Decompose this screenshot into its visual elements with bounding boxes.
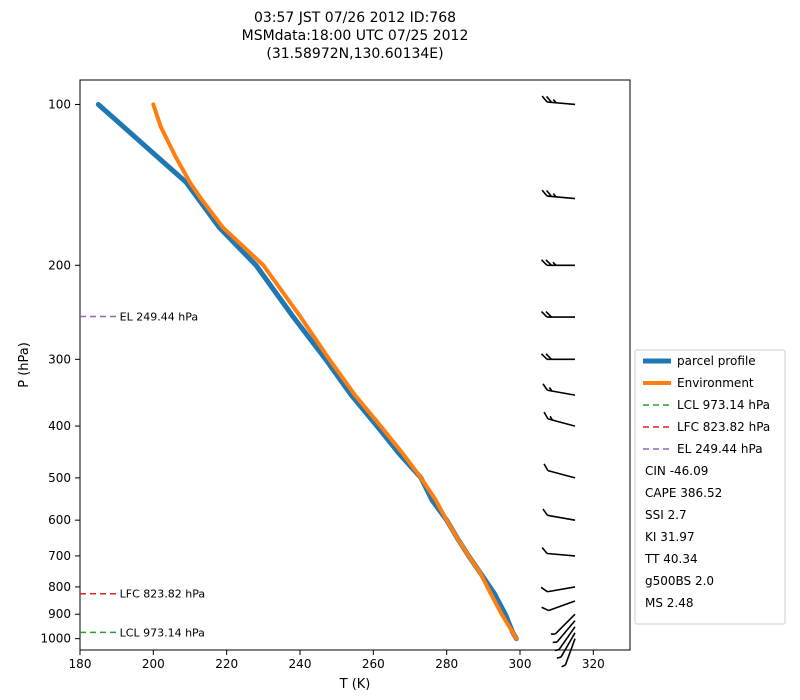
plot-area	[80, 104, 516, 638]
ytick-label: 600	[48, 513, 71, 527]
lcl-label: LCL 973.14 hPa	[120, 626, 205, 639]
ytick-label: 300	[48, 352, 71, 366]
plot-frame	[80, 80, 630, 650]
legend: parcel profile Environment LCL 973.14 hPa L…	[635, 350, 785, 624]
svg-text:MSMdata:18:00 UTC 07/25 2012: MSMdata:18:00 UTC 07/25 2012	[242, 28, 469, 44]
wind-barb	[544, 412, 575, 426]
legend-item-label: SSI 2.7	[645, 508, 687, 522]
wind-barb	[542, 190, 575, 198]
xtick-label: 220	[215, 657, 238, 671]
chart-title: 03:57 JST 07/26 2012 ID:768 MSMdata:18:00…	[242, 10, 469, 62]
wind-barb	[543, 384, 575, 395]
ytick-label: 100	[48, 97, 71, 111]
legend-item-label: TT 40.34	[644, 552, 698, 566]
xtick-label: 200	[142, 657, 165, 671]
y-axis-label: P (hPa)	[17, 342, 32, 388]
wind-barb	[542, 260, 576, 266]
legend-item-label: CIN -46.09	[645, 464, 708, 478]
legend-item-label: Environment	[677, 376, 754, 390]
ytick-label: 1000	[40, 632, 71, 646]
x-axis-label: T (K)	[339, 677, 371, 692]
svg-text:(31.58972N,130.60134E): (31.58972N,130.60134E)	[266, 46, 443, 62]
xtick-label: 300	[509, 657, 532, 671]
ytick-label: 500	[48, 471, 71, 485]
wind-barb	[542, 601, 575, 611]
ytick-label: 900	[48, 607, 71, 621]
wind-barb	[541, 587, 575, 592]
xtick-label: 260	[362, 657, 385, 671]
legend-item-label: LCL 973.14 hPa	[677, 398, 770, 412]
legend-item-label: LFC 823.82 hPa	[677, 420, 770, 434]
wind-barb	[542, 548, 575, 556]
legend-item-label: parcel profile	[677, 354, 756, 368]
svg-text:03:57 JST 07/26 2012 ID:768: 03:57 JST 07/26 2012 ID:768	[254, 10, 456, 26]
xtick-label: 180	[69, 657, 92, 671]
ytick-label: 200	[48, 258, 71, 272]
wind-barb	[542, 96, 575, 104]
legend-item-label: CAPE 386.52	[645, 486, 722, 500]
xtick-label: 320	[582, 657, 605, 671]
wind-barb	[543, 509, 575, 520]
legend-item-label: EL 249.44 hPa	[677, 442, 763, 456]
legend-item-label: g500BS 2.0	[645, 574, 714, 588]
legend-item-label: KI 31.97	[645, 530, 695, 544]
legend-item-label: MS 2.48	[645, 596, 694, 610]
chart-svg: 03:57 JST 07/26 2012 ID:768 MSMdata:18:00…	[0, 0, 800, 700]
wind-barb	[544, 464, 575, 478]
lfc-label: LFC 823.82 hPa	[120, 588, 205, 601]
parcel-profile-line	[98, 104, 516, 638]
xtick-label: 280	[435, 657, 458, 671]
el-label: EL 249.44 hPa	[120, 311, 198, 324]
skewt-chart: 03:57 JST 07/26 2012 ID:768 MSMdata:18:00…	[0, 0, 800, 700]
wind-barb	[542, 312, 576, 318]
ytick-label: 700	[48, 549, 71, 563]
ytick-label: 800	[48, 580, 71, 594]
wind-barb	[542, 354, 576, 360]
xtick-label: 240	[289, 657, 312, 671]
ytick-label: 400	[48, 419, 71, 433]
